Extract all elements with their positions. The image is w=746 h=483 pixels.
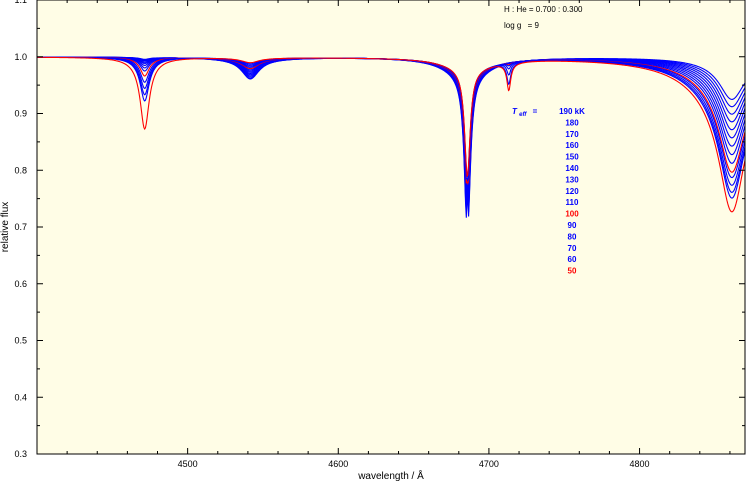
y-axis: 0.3 0.4 0.5 0.6 0.7 0.8 0.9 1.0 1.1: [14, 0, 745, 459]
legend-entry: 60: [568, 255, 577, 264]
x-tick-label: 4700: [479, 459, 499, 469]
y-tick-label: 1.1: [14, 0, 27, 5]
y-axis-title: relative flux: [0, 202, 11, 253]
x-axis: 4500 4600 4700 4800: [66, 0, 731, 469]
legend-entry: 140: [565, 164, 579, 173]
legend-entry: 160: [565, 141, 579, 150]
legend-entry: 70: [568, 244, 577, 253]
legend-title-eq: =: [533, 107, 538, 116]
gravity-value: = 9: [528, 21, 540, 30]
series-layer: [36, 56, 746, 218]
legend-entry: 130: [565, 175, 579, 184]
legend-entry: 80: [568, 232, 577, 241]
legend-entry: 90: [568, 221, 577, 230]
y-tick-label: 0.4: [14, 392, 27, 402]
composition-annotation: H : He = 0.700 : 0.300: [504, 5, 583, 14]
legend-entry: 110: [566, 198, 579, 207]
plot-background: [37, 0, 745, 454]
legend-entry: 50: [568, 267, 577, 276]
legend-entry: 100: [565, 210, 579, 219]
x-axis-title: wavelength / Å: [357, 469, 424, 482]
gravity-label: log g: [504, 21, 521, 30]
y-tick-label: 0.3: [14, 449, 27, 459]
legend-entry: 190 kK: [559, 107, 585, 116]
x-tick-label: 4600: [328, 459, 348, 469]
y-tick-label: 1.0: [14, 52, 27, 62]
legend-title-sub: eff: [519, 112, 527, 118]
spectrum-line-50kK: [37, 56, 746, 213]
annotation-block: H : He = 0.700 : 0.300 log g = 9: [504, 5, 583, 30]
legend-title: T eff =: [512, 107, 538, 118]
y-tick-label: 0.7: [14, 222, 27, 232]
gravity-annotation: log g = 9: [504, 21, 539, 30]
legend-entry: 180: [565, 118, 579, 127]
legend: T eff = 190 kK 180 170 160 150 140 130 120 110 10…: [512, 107, 585, 276]
x-tick-label: 4500: [178, 459, 198, 469]
legend-entry: 150: [565, 153, 579, 162]
y-tick-label: 0.8: [14, 165, 27, 175]
y-tick-label: 0.5: [14, 336, 27, 346]
x-tick-label: 4800: [630, 459, 650, 469]
y-tick-label: 0.6: [14, 279, 27, 289]
legend-entry: 170: [565, 130, 579, 139]
y-tick-label: 0.9: [14, 109, 27, 119]
legend-title-main: T: [512, 107, 518, 116]
legend-entry: 120: [565, 187, 579, 196]
